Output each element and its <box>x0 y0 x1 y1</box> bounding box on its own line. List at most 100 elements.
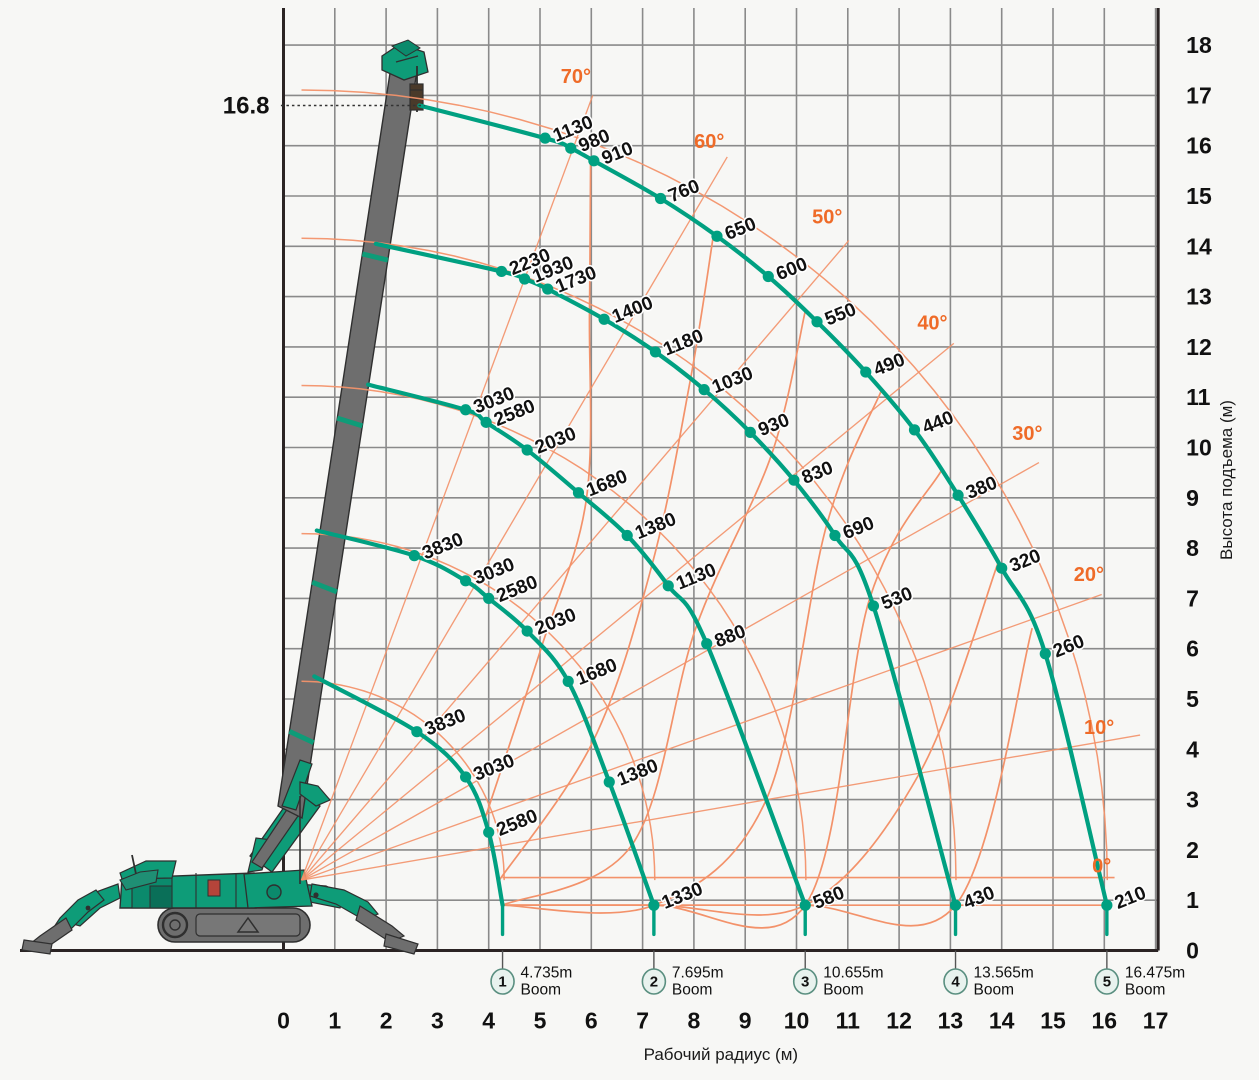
outrigger-left-pivot <box>85 905 91 911</box>
body-panel <box>207 879 221 897</box>
capacity-point <box>744 426 756 439</box>
boom-callout-badge[interactable] <box>792 968 818 995</box>
boom-angle-ray-70 <box>300 95 594 881</box>
x-tick-label: 17 <box>1143 1008 1169 1034</box>
boom-angle-ray-60 <box>300 156 728 881</box>
x-tick-label: 16 <box>1092 1008 1118 1034</box>
capacity-point <box>908 424 921 436</box>
capacity-points <box>408 132 1113 911</box>
y-tick-label: 7 <box>1186 585 1199 611</box>
boom-section-joint <box>336 415 364 429</box>
x-tick-label: 12 <box>886 1008 912 1034</box>
boom-envelope-arc-4 <box>301 237 957 881</box>
y-tick-label: 8 <box>1186 535 1199 561</box>
slew-bearing <box>266 884 282 900</box>
capacity-point <box>996 562 1008 574</box>
boom-envelope-arc-5 <box>301 89 1109 881</box>
capacity-point <box>788 474 800 486</box>
x-tick-label: 9 <box>739 1008 752 1034</box>
x-tick-label: 8 <box>688 1008 701 1034</box>
angle-line-40 <box>502 390 883 914</box>
capacity-point <box>542 283 554 295</box>
x-tick-label: 15 <box>1040 1008 1066 1034</box>
x-tick-label: 1 <box>328 1008 341 1034</box>
y-tick-label: 9 <box>1186 485 1199 511</box>
boom-unit-label: Boom <box>672 982 713 999</box>
capacity-point <box>480 416 492 428</box>
capacity-point <box>654 192 667 205</box>
boom-section-joint <box>361 251 389 263</box>
capacity-point <box>649 346 662 358</box>
boom-callout-badge[interactable] <box>641 968 667 995</box>
x-tick-label: 5 <box>534 1008 547 1034</box>
capacity-point <box>698 384 710 396</box>
boom-unit-label: Boom <box>823 982 864 999</box>
y-tick-label: 5 <box>1186 686 1199 712</box>
x-tick-label: 2 <box>380 1008 393 1034</box>
boom-callout-badge[interactable] <box>1094 968 1120 995</box>
y-tick-label: 10 <box>1186 435 1212 461</box>
y-tick-label: 17 <box>1186 82 1212 108</box>
angle-label-50: 50° <box>812 207 842 229</box>
boom-head-top <box>390 39 421 57</box>
x-tick-label: 4 <box>482 1008 495 1034</box>
capacity-point <box>495 265 508 278</box>
boom-angle-ray-40 <box>301 342 955 881</box>
capacity-point <box>701 638 713 650</box>
y-tick-label: 3 <box>1186 787 1199 813</box>
capacity-point <box>949 899 962 911</box>
capacity-point <box>460 575 472 587</box>
capacity-point <box>952 489 964 501</box>
boom-unit-label: Boom <box>1125 982 1166 999</box>
y-tick-label: 6 <box>1186 636 1199 662</box>
boom-length-label: 4.735m <box>521 965 573 982</box>
angle-line-50 <box>502 310 807 906</box>
track-sprocket <box>161 911 189 939</box>
boom-envelope-arc-2 <box>301 532 656 881</box>
outrigger-left-mount <box>119 869 159 891</box>
capacity-point <box>521 625 533 637</box>
track-pad-row <box>195 913 301 937</box>
boom-section-joint <box>311 579 338 595</box>
boom-unit-label: Boom <box>521 982 562 999</box>
angle-label-20: 20° <box>1074 564 1104 586</box>
capacity-point <box>483 592 495 605</box>
crane-illustration <box>21 39 429 955</box>
y-tick-label: 14 <box>1186 233 1212 259</box>
capacity-point <box>648 899 660 911</box>
x-tick-label: 7 <box>636 1008 649 1034</box>
boom-angle-ray-50 <box>300 240 850 881</box>
x-tick-label: 6 <box>585 1008 598 1034</box>
angle-label-0: 0° <box>1092 856 1111 878</box>
capacity-point <box>1039 648 1051 660</box>
y-tick-label: 13 <box>1186 284 1212 310</box>
boom-callout-number: 3 <box>801 974 809 991</box>
angle-label-40: 40° <box>917 312 947 334</box>
outrigger-left-pad <box>21 939 53 955</box>
capacity-point <box>799 899 811 911</box>
x-tick-label: 11 <box>836 1008 861 1034</box>
x-tick-label: 0 <box>277 1008 290 1034</box>
capacity-point <box>521 444 533 456</box>
cab-window <box>149 885 173 909</box>
boom-head-seam <box>395 55 419 63</box>
capacity-point <box>565 142 577 154</box>
y-tick-label: 1 <box>1186 887 1199 913</box>
y-tick-label: 0 <box>1186 938 1199 964</box>
boom-callout-badge[interactable] <box>943 968 968 995</box>
angle-label-70: 70° <box>561 66 591 88</box>
capacity-point <box>598 313 610 325</box>
x-tick-label: 10 <box>784 1008 810 1034</box>
boom-section-joint <box>288 729 315 745</box>
boom-callout-number: 1 <box>498 974 506 991</box>
x-tick-label: 13 <box>938 1008 964 1034</box>
capacity-point <box>460 771 472 783</box>
capacity-point <box>483 826 495 838</box>
boom-callout-number: 5 <box>1103 974 1111 991</box>
boom-length-label: 16.475m <box>1125 965 1185 982</box>
capacity-point <box>662 580 674 592</box>
boom-callout-badge[interactable] <box>490 968 515 995</box>
